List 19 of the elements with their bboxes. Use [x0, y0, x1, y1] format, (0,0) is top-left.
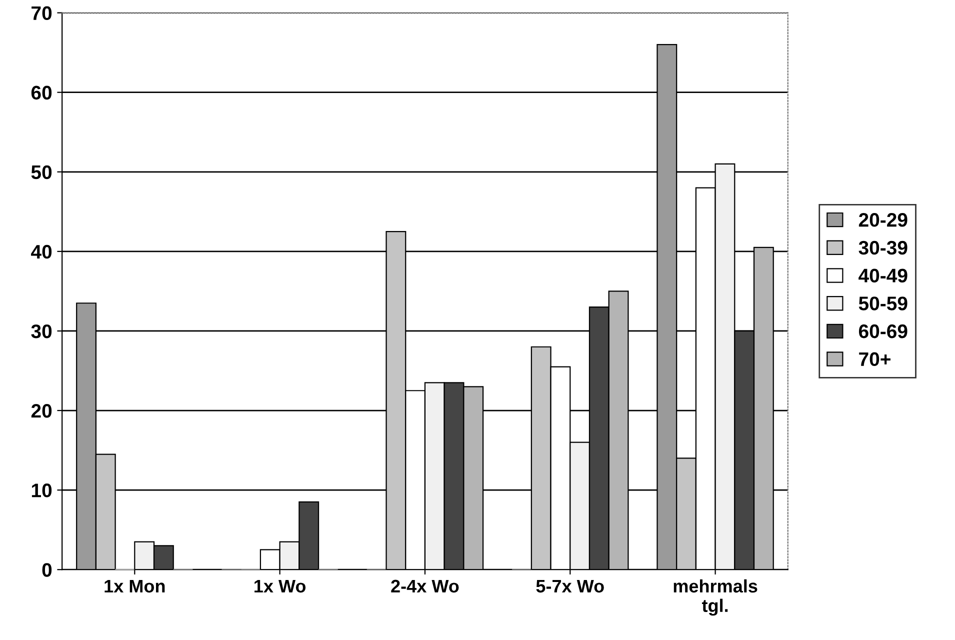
legend-label: 40-49	[858, 268, 908, 282]
y-tick-label: 10	[32, 484, 52, 498]
legend-label: 50-59	[858, 296, 908, 310]
x-tick-label: 1x Mon	[104, 580, 165, 593]
y-tick-label: 40	[31, 244, 52, 259]
y-tick-label: 30	[31, 324, 52, 338]
x-tick-label: 5-7x Wo	[536, 580, 604, 593]
y-tick-label: 0	[42, 563, 52, 577]
legend-label: 30-39	[858, 240, 908, 255]
legend-label: 20-29	[858, 213, 908, 227]
legend-label: 60-69	[858, 324, 908, 338]
legend-label: 70+	[859, 352, 890, 366]
x-tick-label: 1x Wo	[254, 580, 306, 593]
y-tick-label: 70	[32, 6, 52, 20]
y-tick-label: 60	[31, 86, 52, 100]
y-tick-label: 20	[31, 404, 52, 418]
y-tick-label: 50	[31, 165, 52, 180]
x-tick-label: 2-4x Wo	[391, 580, 459, 593]
x-tick-label: mehrmals tgl.	[674, 579, 758, 616]
